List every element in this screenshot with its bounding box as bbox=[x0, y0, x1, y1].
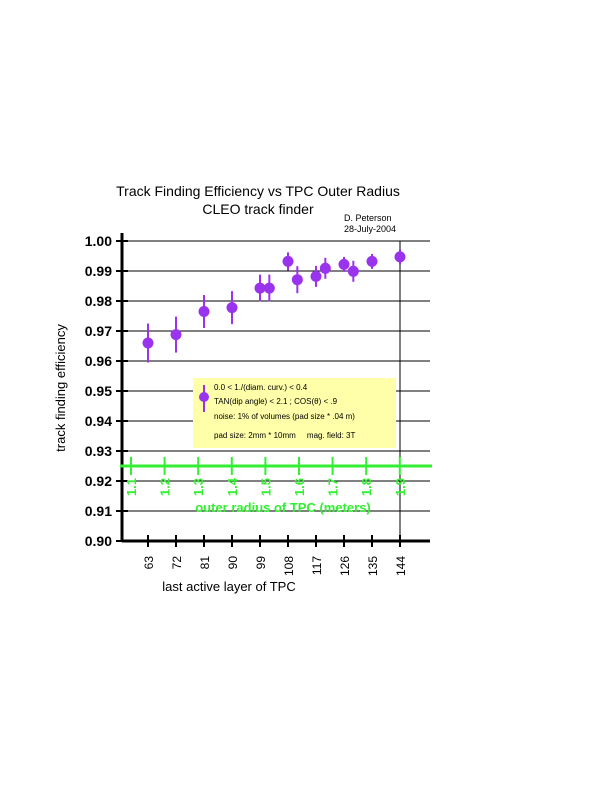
x-tick-label: 108 bbox=[282, 556, 296, 576]
chart-title: Track Finding Efficiency vs TPC Outer Ra… bbox=[116, 183, 400, 199]
y-axis: 1.00 0.99 0.98 0.97 0.96 0.95 0.94 0.93 0.92 0.91… bbox=[85, 233, 128, 549]
data-point bbox=[338, 258, 350, 270]
data-point bbox=[347, 265, 359, 277]
x-axis: 63 72 81 90 99 108 117 126 135 144 bbox=[122, 535, 430, 576]
y-tick-label: 0.93 bbox=[85, 443, 112, 459]
x-tick-label: 72 bbox=[170, 556, 184, 570]
legend-line-4: pad size: 2mm * 10mm mag. field: 3T bbox=[214, 431, 355, 440]
data-point bbox=[226, 302, 238, 314]
data-point bbox=[198, 306, 210, 317]
secondary-tick-label: 1.9 bbox=[393, 478, 408, 496]
data-point bbox=[263, 282, 275, 294]
data-point bbox=[310, 270, 322, 282]
y-tick-label: 1.00 bbox=[85, 233, 112, 249]
date-note: 28-July-2004 bbox=[344, 224, 396, 234]
y-tick-label: 0.90 bbox=[85, 533, 112, 549]
secondary-tick-label: 1.4 bbox=[225, 477, 240, 496]
data-point bbox=[366, 255, 378, 267]
secondary-axis-label: outer radius of TPC (meters) bbox=[195, 500, 371, 515]
secondary-x-axis: 1.1 1.2 1.3 1.4 1.5 1.6 1.7 1.8 1.9 bbox=[120, 457, 432, 496]
data-point bbox=[291, 274, 303, 286]
data-point bbox=[319, 262, 331, 274]
secondary-tick-label: 1.8 bbox=[359, 478, 374, 496]
data-point bbox=[170, 329, 182, 341]
secondary-tick-label: 1.7 bbox=[326, 478, 341, 496]
y-tick-label: 0.94 bbox=[85, 413, 112, 429]
x-tick-label: 126 bbox=[338, 556, 352, 576]
data-points bbox=[142, 249, 406, 363]
y-tick-label: 0.96 bbox=[85, 353, 112, 369]
legend-box bbox=[193, 378, 396, 448]
x-tick-label: 81 bbox=[198, 556, 212, 570]
y-tick-label: 0.92 bbox=[85, 473, 112, 489]
secondary-tick-label: 1.1 bbox=[124, 478, 139, 496]
x-tick-label: 90 bbox=[226, 556, 240, 570]
x-tick-label: 135 bbox=[366, 556, 380, 576]
x-tick-label: 144 bbox=[394, 556, 408, 576]
secondary-tick-label: 1.5 bbox=[258, 478, 273, 496]
x-tick-label: 99 bbox=[254, 556, 268, 570]
data-point bbox=[254, 282, 266, 294]
y-tick-label: 0.97 bbox=[85, 323, 112, 339]
y-tick-label: 0.95 bbox=[85, 383, 112, 399]
secondary-tick-label: 1.3 bbox=[191, 478, 206, 496]
secondary-tick-label: 1.6 bbox=[292, 478, 307, 496]
data-point bbox=[394, 251, 406, 263]
author-note: D. Peterson bbox=[344, 213, 392, 223]
data-point bbox=[282, 255, 294, 267]
legend: 0.0 < 1./(diam. curv.) < 0.4 TAN(dip ang… bbox=[193, 378, 396, 448]
data-point bbox=[142, 337, 154, 349]
x-tick-label: 63 bbox=[142, 556, 156, 570]
y-tick-label: 0.91 bbox=[85, 503, 112, 519]
y-axis-label: track finding efficiency bbox=[53, 324, 68, 452]
chart-subtitle: CLEO track finder bbox=[202, 201, 314, 217]
x-axis-label: last active layer of TPC bbox=[162, 579, 295, 594]
y-tick-label: 0.98 bbox=[85, 293, 112, 309]
legend-line-2: TAN(dip angle) < 2.1 ; COS(θ) < .9 bbox=[214, 397, 338, 406]
y-tick-label: 0.99 bbox=[85, 263, 112, 279]
legend-marker bbox=[199, 392, 209, 402]
legend-line-3: noise: 1% of volumes (pad size * .04 m) bbox=[214, 412, 355, 421]
x-tick-label: 117 bbox=[310, 556, 324, 575]
secondary-tick-label: 1.2 bbox=[158, 478, 173, 496]
legend-line-1: 0.0 < 1./(diam. curv.) < 0.4 bbox=[214, 383, 308, 392]
